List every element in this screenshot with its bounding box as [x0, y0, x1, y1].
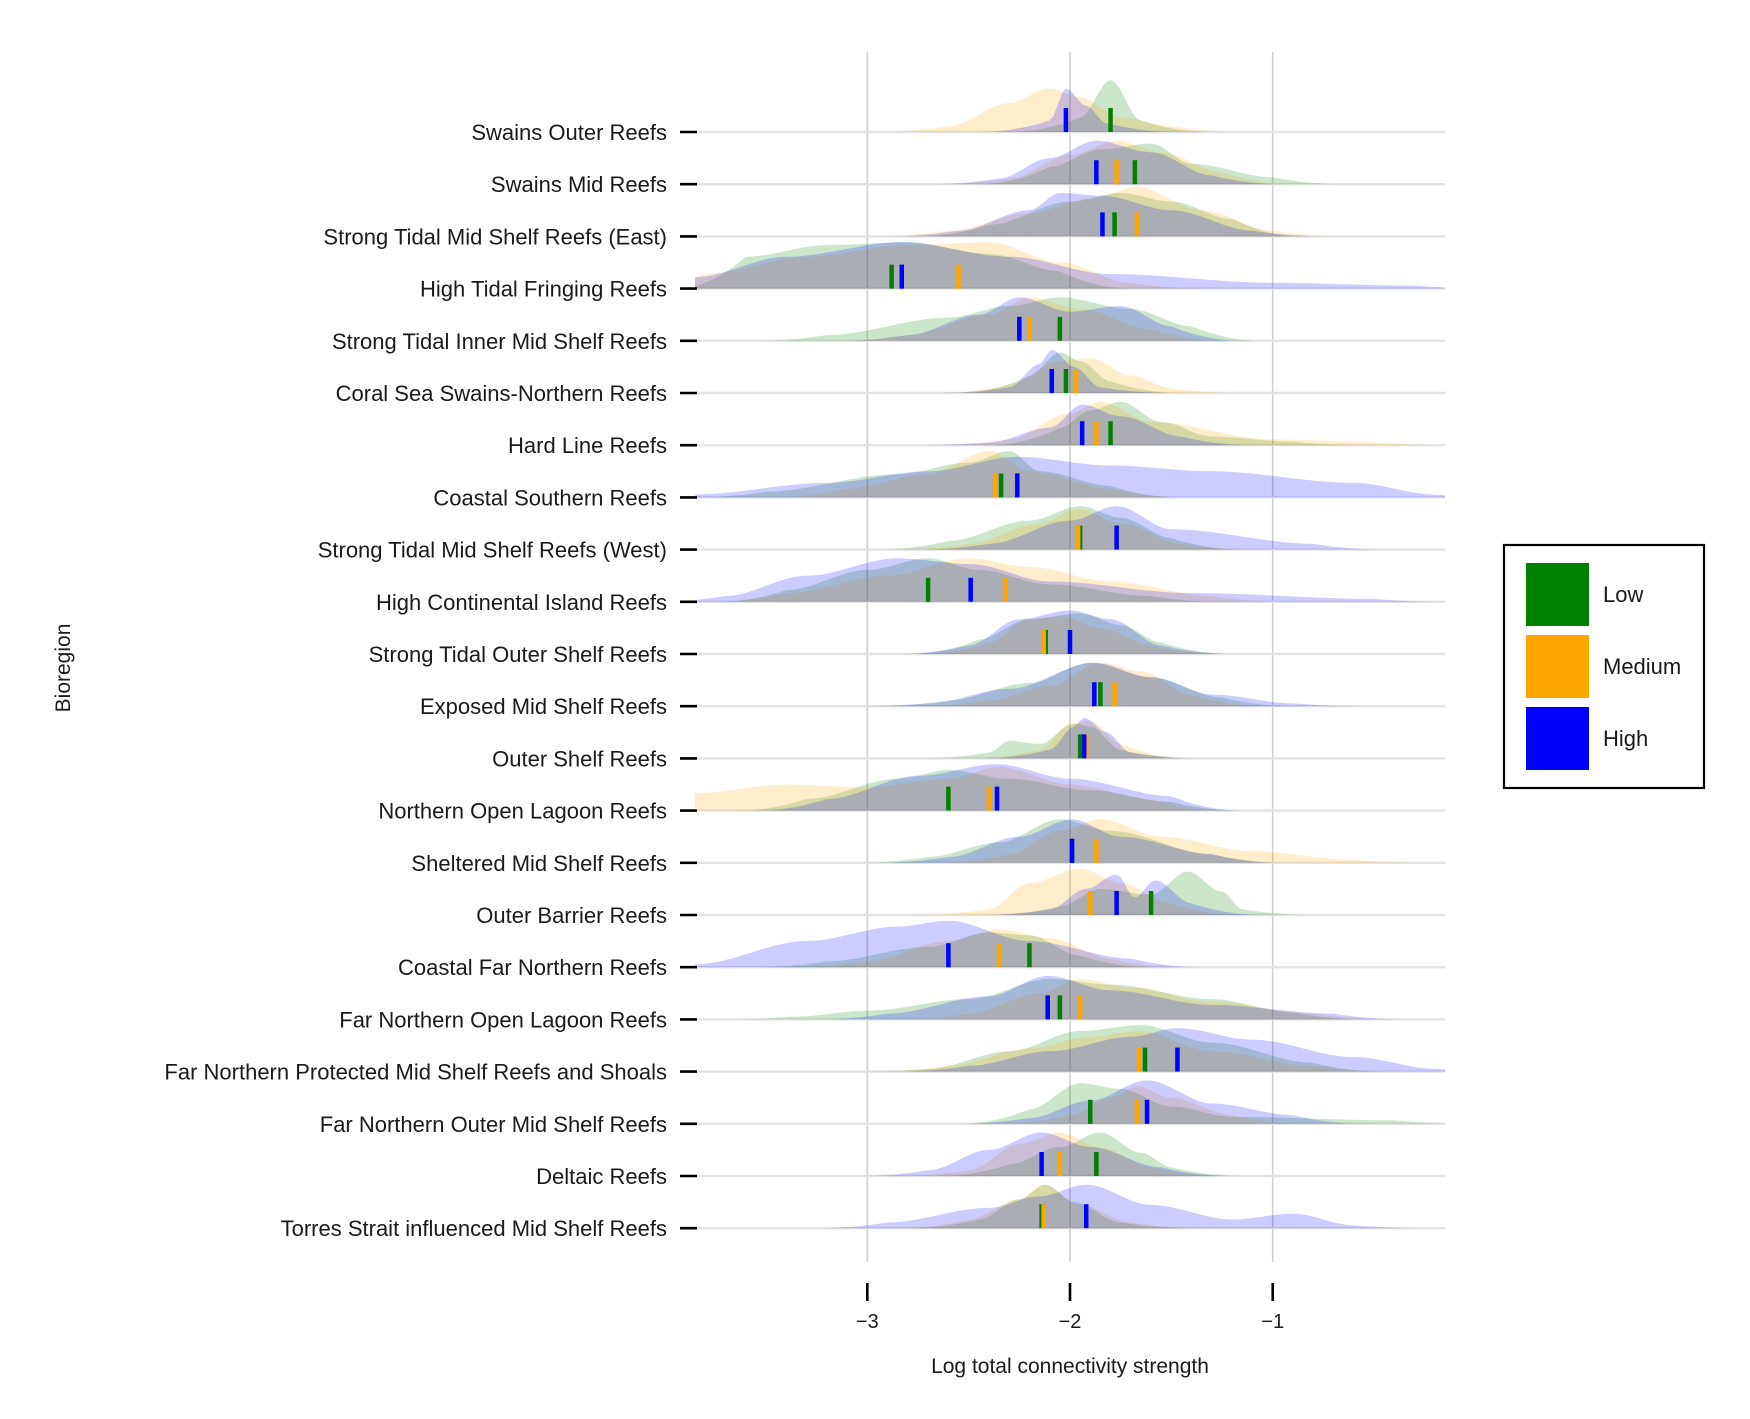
density-high-row-1	[695, 140, 1445, 185]
density-low-row-20	[695, 1132, 1445, 1176]
ytick-label-6: Hard Line Reefs	[508, 433, 667, 458]
density-high-row-4	[695, 297, 1445, 341]
density-medium-row-18	[695, 1031, 1445, 1072]
ytick-label-14: Sheltered Mid Shelf Reefs	[411, 851, 667, 876]
ytick-label-7: Coastal Southern Reefs	[433, 485, 667, 510]
y-axis-label: Bioregion	[52, 624, 75, 713]
density-medium-row-17	[695, 978, 1445, 1020]
legend-label-medium: Medium	[1603, 654, 1681, 679]
xtick-label-1: −2	[1059, 1311, 1082, 1333]
density-high-row-11	[695, 662, 1445, 707]
ytick-label-16: Coastal Far Northern Reefs	[398, 955, 667, 980]
legend-swatch-medium	[1526, 635, 1589, 698]
median-markers	[889, 108, 1180, 1229]
density-high-row-12	[695, 718, 1445, 759]
density-medium-row-15	[695, 868, 1445, 915]
density-high-row-7	[695, 456, 1445, 498]
x-axis: −3 −2 −1	[856, 1283, 1284, 1333]
density-low-row-2	[695, 192, 1445, 237]
xtick-label-0: −3	[856, 1311, 879, 1333]
density-high-row-16	[695, 920, 1445, 968]
density-medium-row-0	[695, 88, 1445, 132]
ytick-label-0: Swains Outer Reefs	[471, 120, 667, 145]
density-medium-row-5	[695, 358, 1445, 393]
ytick-label-12: Outer Shelf Reefs	[492, 746, 667, 771]
density-medium-row-7	[695, 451, 1445, 498]
density-high-row-19	[695, 1080, 1445, 1124]
density-medium-row-1	[695, 140, 1445, 185]
ytick-label-4: Strong Tidal Inner Mid Shelf Reefs	[332, 329, 667, 354]
density-high-row-9	[695, 558, 1445, 602]
ytick-label-2: Strong Tidal Mid Shelf Reefs (East)	[323, 224, 667, 249]
density-medium-row-13	[695, 767, 1445, 811]
density-low-row-16	[695, 932, 1445, 968]
legend-swatch-high	[1526, 707, 1589, 770]
ytick-label-3: High Tidal Fringing Reefs	[420, 277, 667, 302]
density-medium-row-16	[695, 929, 1445, 968]
legend-swatch-low	[1526, 563, 1589, 626]
density-medium-row-21	[695, 1184, 1445, 1229]
ytick-label-10: Strong Tidal Outer Shelf Reefs	[369, 642, 667, 667]
density-high-row-0	[695, 88, 1445, 132]
density-low-row-18	[695, 1025, 1445, 1072]
ytick-label-19: Far Northern Outer Mid Shelf Reefs	[320, 1112, 667, 1137]
density-medium-row-9	[695, 558, 1445, 602]
x-axis-label: Log total connectivity strength	[931, 1355, 1209, 1378]
density-medium-row-4	[695, 297, 1445, 341]
density-low-row-11	[695, 662, 1445, 707]
density-low-row-8	[695, 506, 1445, 550]
density-medium-row-3	[695, 242, 1445, 289]
density-low-row-17	[695, 978, 1445, 1020]
density-medium-row-12	[695, 720, 1445, 759]
density-high-row-5	[695, 349, 1445, 393]
density-medium-row-20	[695, 1132, 1445, 1176]
density-high-row-20	[695, 1132, 1445, 1176]
ytick-label-13: Northern Open Lagoon Reefs	[378, 799, 667, 824]
ytick-label-5: Coral Sea Swains-Northern Reefs	[336, 381, 667, 406]
density-low-row-5	[695, 352, 1445, 393]
ytick-label-11: Exposed Mid Shelf Reefs	[420, 694, 667, 719]
ytick-label-8: Strong Tidal Mid Shelf Reefs (West)	[318, 538, 667, 563]
density-low-row-9	[695, 558, 1445, 602]
density-low-row-15	[695, 871, 1445, 915]
legend: Low Medium High	[1502, 543, 1706, 790]
density-low-row-19	[695, 1083, 1445, 1124]
density-low-row-4	[695, 297, 1445, 341]
ytick-label-1: Swains Mid Reefs	[491, 172, 667, 197]
density-medium-row-2	[695, 187, 1445, 237]
density-low-row-13	[695, 770, 1445, 811]
ytick-label-18: Far Northern Protected Mid Shelf Reefs a…	[164, 1060, 667, 1085]
density-low-row-7	[695, 451, 1445, 498]
density-low-row-1	[695, 143, 1445, 185]
density-high-row-15	[695, 874, 1445, 915]
density-medium-row-8	[695, 509, 1445, 550]
density-low-row-21	[695, 1184, 1445, 1229]
density-low-row-3	[695, 242, 1445, 289]
density-medium-row-11	[695, 662, 1445, 707]
xtick-label-2: −1	[1261, 1311, 1284, 1333]
density-high-row-8	[695, 506, 1445, 550]
density-low-row-12	[695, 723, 1445, 759]
ytick-label-17: Far Northern Open Lagoon Reefs	[339, 1007, 667, 1032]
density-low-row-0	[695, 80, 1445, 132]
legend-label-low: Low	[1603, 582, 1643, 607]
density-high-row-13	[695, 764, 1445, 811]
density-high-row-3	[695, 242, 1445, 289]
ytick-label-20: Deltaic Reefs	[536, 1164, 667, 1189]
density-high-row-6	[695, 404, 1445, 446]
density-high-row-21	[695, 1184, 1445, 1229]
ytick-label-15: Outer Barrier Reefs	[476, 903, 667, 928]
density-high-row-2	[695, 192, 1445, 237]
ytick-label-21: Torres Strait influenced Mid Shelf Reefs	[281, 1216, 667, 1241]
y-axis: Swains Outer Reefs Swains Mid Reefs Strong…	[164, 120, 697, 1241]
vertical-gridlines	[866, 52, 1274, 1262]
legend-label-high: High	[1603, 726, 1648, 751]
density-medium-row-19	[695, 1086, 1445, 1124]
ytick-label-9: High Continental Island Reefs	[376, 590, 667, 615]
density-high-row-18	[695, 1028, 1445, 1072]
density-low-row-6	[695, 401, 1445, 446]
density-medium-row-6	[695, 401, 1445, 446]
density-high-row-17	[695, 975, 1445, 1020]
